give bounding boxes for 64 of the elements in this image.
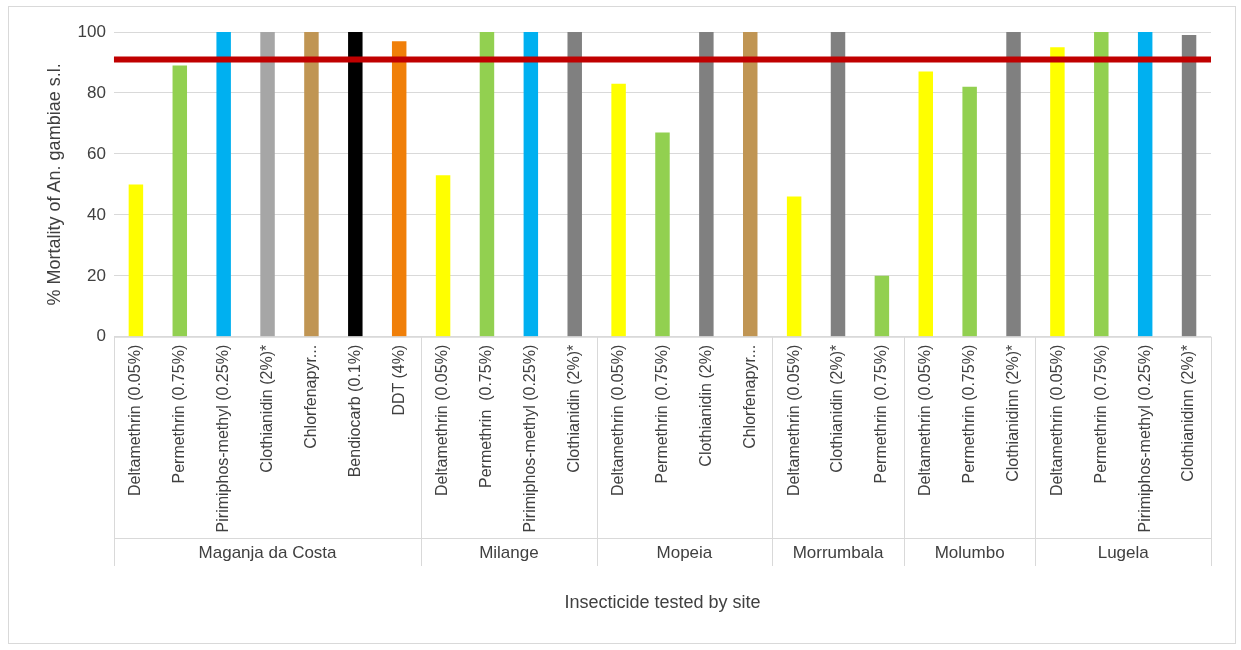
y-axis-title: % Mortality of An. gambiae s.l.: [43, 63, 64, 306]
bar: [962, 86, 977, 337]
x-tick-label: Deltamethrin (0.05%): [784, 344, 802, 496]
x-tick-label: Clothianidin (2%)*: [828, 344, 846, 473]
bar: [523, 32, 539, 337]
x-tick-label: Clothianidinn (2%)*: [1179, 344, 1197, 482]
bar: [391, 41, 407, 337]
text: Morrumbala: [792, 542, 884, 562]
y-tick-label: 40: [87, 204, 106, 224]
bar: [567, 32, 582, 337]
x-tick-label: Permethrin (0.75%): [960, 344, 978, 484]
bar: [128, 184, 144, 337]
bar: [743, 32, 758, 337]
x-tick-label: Pirimiphos-methyl (0.25%): [214, 344, 232, 533]
x-tick-label: Deltamethrin (0.05%): [609, 344, 627, 496]
bar: [830, 32, 846, 337]
text: Milange: [479, 542, 539, 562]
y-tick-label: 20: [87, 265, 106, 285]
bar: [216, 32, 231, 337]
x-tick-label: Permethrin (0.75%): [1091, 344, 1109, 484]
text: Molumbo: [934, 542, 1005, 562]
bar: [918, 71, 934, 337]
bar: [699, 32, 714, 337]
bar: [348, 32, 363, 337]
x-tick-label: Deltamethrin (0.05%): [916, 344, 934, 496]
y-tick-label: 80: [87, 82, 106, 102]
x-tick-label: Pirimiphos-methyl (0.25%): [1135, 344, 1153, 533]
bar: [1181, 35, 1197, 337]
bar: [786, 196, 802, 337]
x-tick-label: Clothianidin (2%): [696, 344, 714, 467]
y-tick-label: 60: [87, 143, 106, 163]
bar: [611, 83, 626, 337]
x-tick-label: Deltamethrin (0.05%): [126, 344, 144, 496]
bar: [874, 275, 890, 337]
bar: [1006, 32, 1021, 337]
x-tick-label: Bendiocarb (0.1%): [345, 344, 363, 478]
x-tick-label: DDT (4%): [389, 344, 407, 416]
y-tick-label: 100: [77, 21, 106, 41]
x-tick-label: Permethrin (0.75%): [872, 344, 890, 484]
x-tick-label: Permethrin (0.75%): [477, 344, 495, 488]
text: Mopeia: [656, 542, 713, 562]
x-tick-label: Permethrin (0.75%): [652, 344, 670, 484]
x-tick-label: Chlorfenapyr...: [740, 344, 758, 449]
text: Maganja da Costa: [198, 542, 338, 562]
x-axis-title: Insecticide tested by site: [564, 592, 761, 613]
bar: [260, 32, 275, 337]
bar: [172, 65, 188, 337]
x-tick-label: Pirimiphos-methyl (0.25%): [521, 344, 539, 533]
bar: [435, 175, 451, 337]
y-tick-label: 0: [96, 326, 106, 346]
x-tick-label: Deltamethrin (0.05%): [1047, 344, 1065, 496]
x-tick-label: Clothianidin (2%)*: [565, 344, 583, 473]
x-tick-label: Permethrin (0.75%): [170, 344, 188, 484]
bar: [1050, 47, 1065, 337]
x-tick-label: Deltamethrin (0.05%): [433, 344, 451, 496]
bar: [304, 32, 319, 337]
x-tick-label: Clothianidinn (2%)*: [1003, 344, 1021, 482]
bar: [1137, 32, 1153, 337]
bar: [655, 132, 670, 337]
bar: [479, 32, 495, 337]
bar: [1094, 32, 1109, 337]
x-tick-label: Chlorfenapyr...: [301, 344, 319, 449]
x-tick-label: Clothianidin (2%)*: [257, 344, 275, 473]
text: Lugela: [1097, 542, 1150, 562]
